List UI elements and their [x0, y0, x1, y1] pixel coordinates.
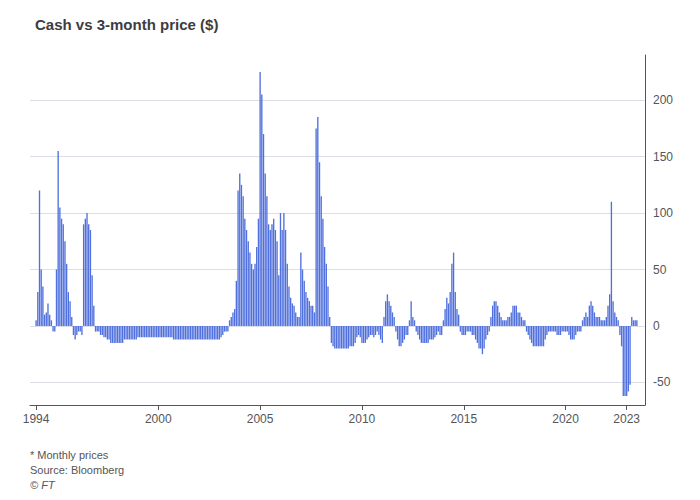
svg-text:Source: Bloomberg: Source: Bloomberg	[30, 464, 124, 476]
svg-text:2015: 2015	[450, 412, 477, 426]
svg-text:2010: 2010	[349, 412, 376, 426]
svg-text:50: 50	[653, 263, 667, 277]
svg-text:200: 200	[653, 93, 673, 107]
svg-text:2020: 2020	[552, 412, 579, 426]
svg-text:* Monthly prices: * Monthly prices	[30, 449, 109, 461]
svg-text:2005: 2005	[247, 412, 274, 426]
svg-text:1994: 1994	[23, 412, 50, 426]
svg-text:150: 150	[653, 150, 673, 164]
svg-text:100: 100	[653, 206, 673, 220]
svg-text:0: 0	[653, 319, 660, 333]
svg-text:-50: -50	[653, 375, 671, 389]
svg-text:Cash vs 3-month price ($): Cash vs 3-month price ($)	[35, 16, 218, 33]
svg-text:© FT: © FT	[30, 479, 56, 491]
svg-text:2000: 2000	[145, 412, 172, 426]
svg-text:2023: 2023	[613, 412, 640, 426]
